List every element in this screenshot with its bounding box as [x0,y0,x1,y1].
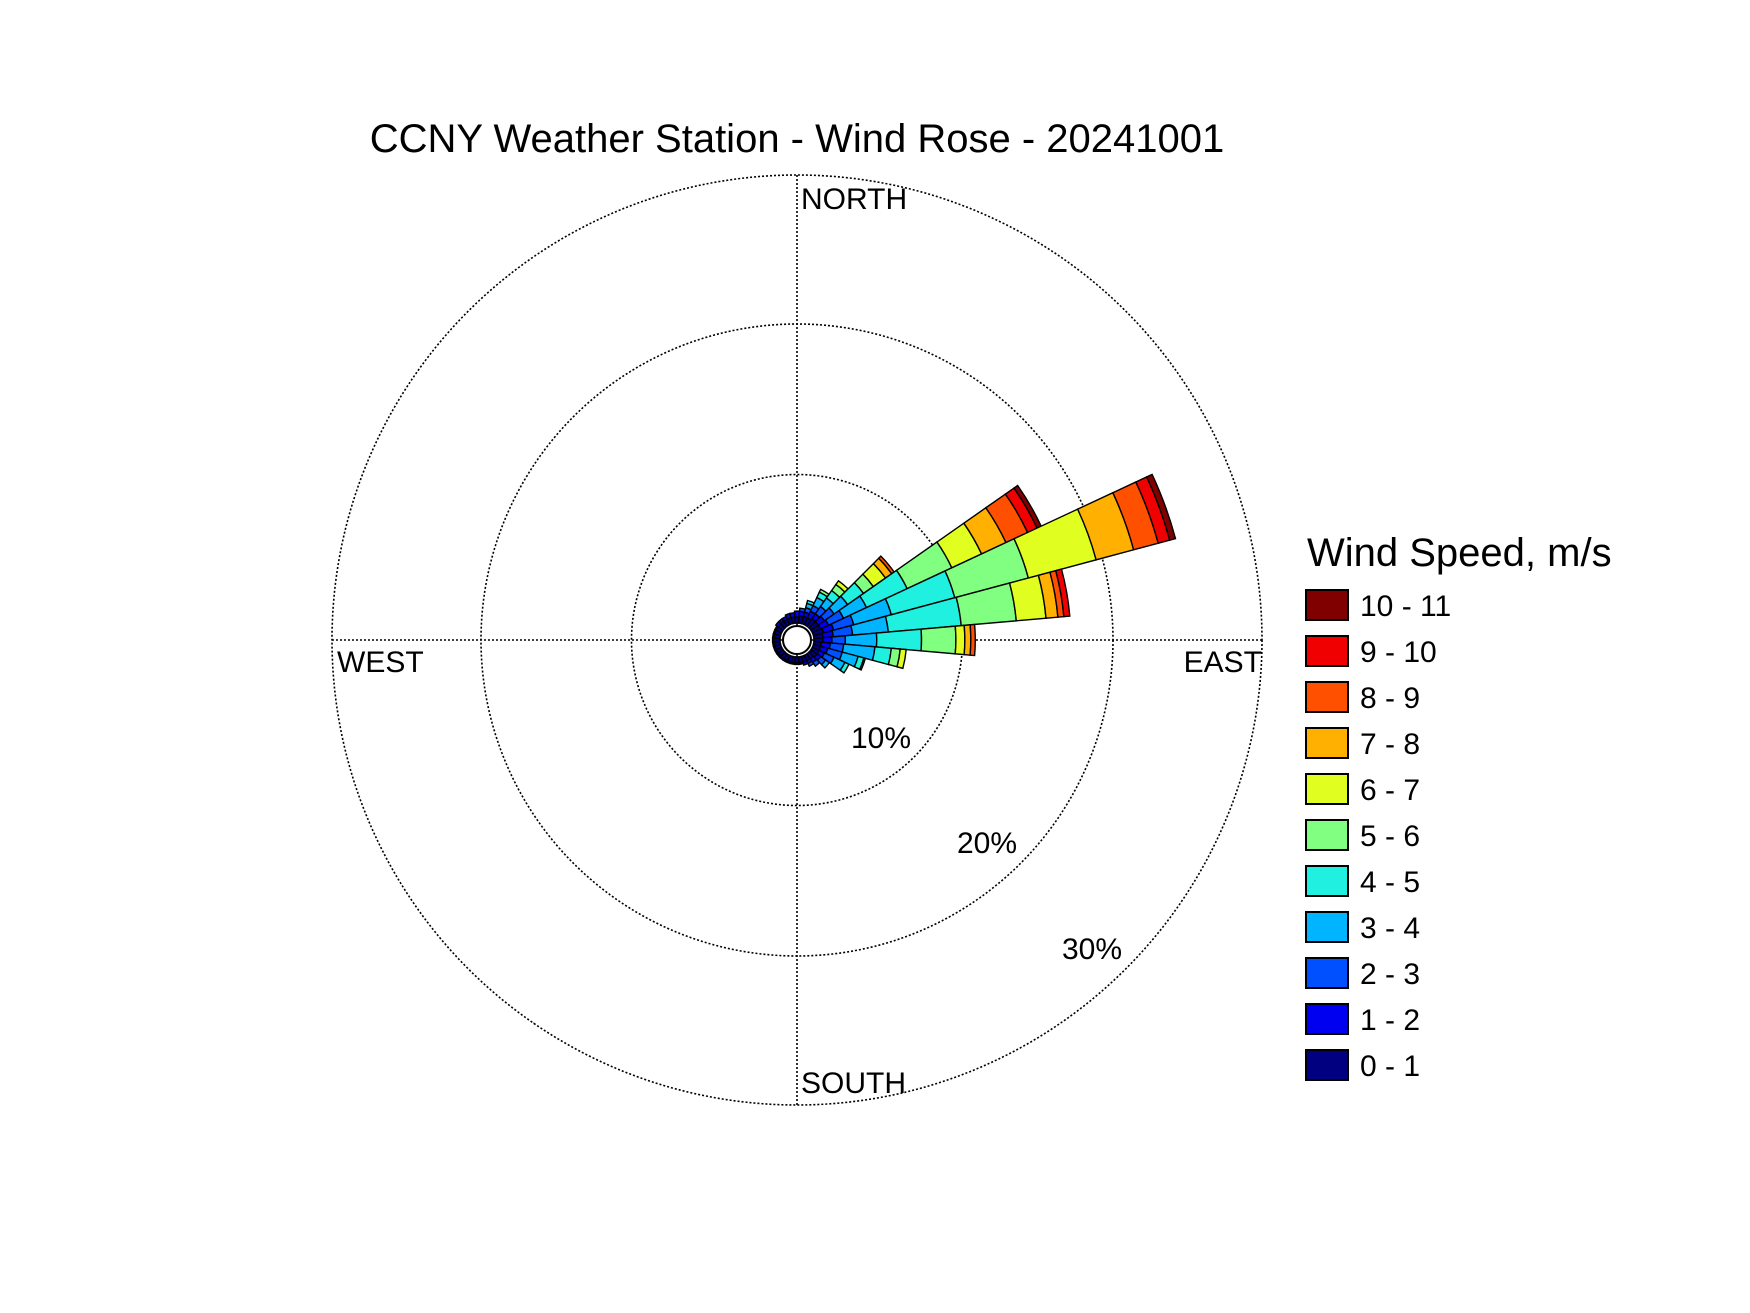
legend-swatch-5 [1305,819,1349,851]
legend-label-3: 3 - 4 [1360,912,1420,945]
legend-label-2: 2 - 3 [1360,958,1420,991]
legend-swatch-2 [1305,957,1349,989]
legend-swatch-8 [1305,681,1349,713]
legend-swatch-0 [1305,1049,1349,1081]
wedge-160deg-bin-1 [802,659,809,666]
legend-label-4: 4 - 5 [1360,866,1420,899]
legend-swatch-6 [1305,773,1349,805]
west-label: WEST [337,646,424,679]
radial-tick-label-10: 10% [851,722,911,755]
legend-title: Wind Speed, m/s [1307,531,1612,575]
legend-swatch-1 [1305,1003,1349,1035]
legend-label-10: 10 - 11 [1360,590,1451,623]
legend-label-7: 7 - 8 [1360,728,1420,761]
radial-tick-label-30: 30% [1062,933,1122,966]
wedge-10deg-bin-2 [798,607,807,613]
wind-rose-wedges [771,473,1177,674]
chart-title: CCNY Weather Station - Wind Rose - 20241… [370,117,1225,161]
legend-swatch-3 [1305,911,1349,943]
legend-label-6: 6 - 7 [1360,774,1420,807]
wedge-140deg-bin-2 [811,658,821,668]
legend: Wind Speed, m/s 10 - 11 9 - 10 8 - 9 7 - 8 6… [1305,531,1612,1083]
legend-label-9: 9 - 10 [1360,636,1437,669]
wedge-90deg-bin-8 [969,623,976,657]
wedge-90deg-bin-6 [954,624,966,656]
south-label: SOUTH [801,1067,906,1100]
legend-swatch-4 [1305,865,1349,897]
radial-tick-label-20: 20% [957,827,1017,860]
legend-label-5: 5 - 6 [1360,820,1420,853]
legend-label-8: 8 - 9 [1360,682,1420,715]
legend-swatch-10 [1305,589,1349,621]
wedge-120deg-bin-4 [839,661,850,674]
wedge-110deg-bin-5 [858,657,867,671]
wedge-80deg-bin-9 [1054,568,1071,618]
wedge-130deg-bin-3 [820,659,831,669]
legend-label-1: 1 - 2 [1360,1004,1420,1037]
north-label: NORTH [801,183,907,216]
legend-label-0: 0 - 1 [1360,1050,1420,1083]
wedge-150deg-bin-2 [807,660,815,668]
legend-swatch-9 [1305,635,1349,667]
legend-swatch-7 [1305,727,1349,759]
wedge-90deg-bin-5 [920,625,957,655]
east-label: EAST [1184,646,1262,679]
wedge-70deg-bin-10 [1145,473,1177,541]
wedge-100deg-bin-6 [896,648,907,670]
calm-center-circle [782,625,812,655]
